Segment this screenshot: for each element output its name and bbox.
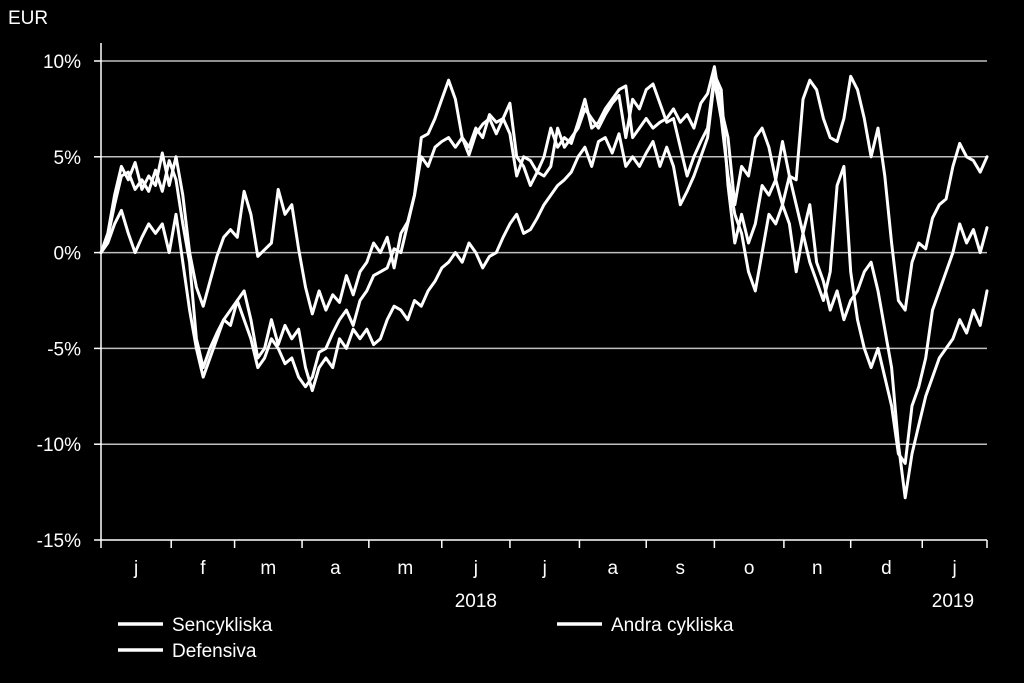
series-lines <box>99 65 989 500</box>
legend: Sencykliska Andra cykliska Defensiva <box>118 615 734 662</box>
x-tick-labels: j f m a m j j a s o n d j 2018 2019 <box>133 558 974 612</box>
month-label: n <box>812 558 823 579</box>
legend-label: Defensiva <box>172 641 257 662</box>
gridlines <box>94 60 987 541</box>
month-label: o <box>744 558 755 579</box>
legend-label: Andra cykliska <box>611 615 734 636</box>
y-tick-label: -15% <box>37 531 81 552</box>
y-tick-label: 10% <box>43 52 81 73</box>
unit-label: EUR <box>8 8 48 29</box>
month-label: j <box>133 558 138 579</box>
month-label: j <box>542 558 547 579</box>
y-tick-label: -5% <box>47 339 81 360</box>
month-label: a <box>330 558 341 579</box>
series-line-2 <box>99 78 989 465</box>
month-label: m <box>397 558 413 579</box>
y-tick-label: -10% <box>37 435 81 456</box>
y-tick-label: 0% <box>54 244 82 265</box>
legend-label: Sencykliska <box>172 615 273 636</box>
series-line-1 <box>99 65 989 316</box>
y-tick-labels: 10% 5% 0% -5% -10% -15% <box>37 52 81 552</box>
month-label: f <box>200 558 206 579</box>
month-label: m <box>260 558 276 579</box>
series-line-3 <box>99 72 989 500</box>
month-label: s <box>676 558 686 579</box>
axes <box>100 43 988 548</box>
year-label: 2018 <box>455 591 497 612</box>
month-label: j <box>952 558 957 579</box>
year-label: 2019 <box>932 591 974 612</box>
month-label: d <box>881 558 892 579</box>
y-tick-label: 5% <box>54 148 82 169</box>
month-label: j <box>473 558 478 579</box>
month-label: a <box>608 558 619 579</box>
